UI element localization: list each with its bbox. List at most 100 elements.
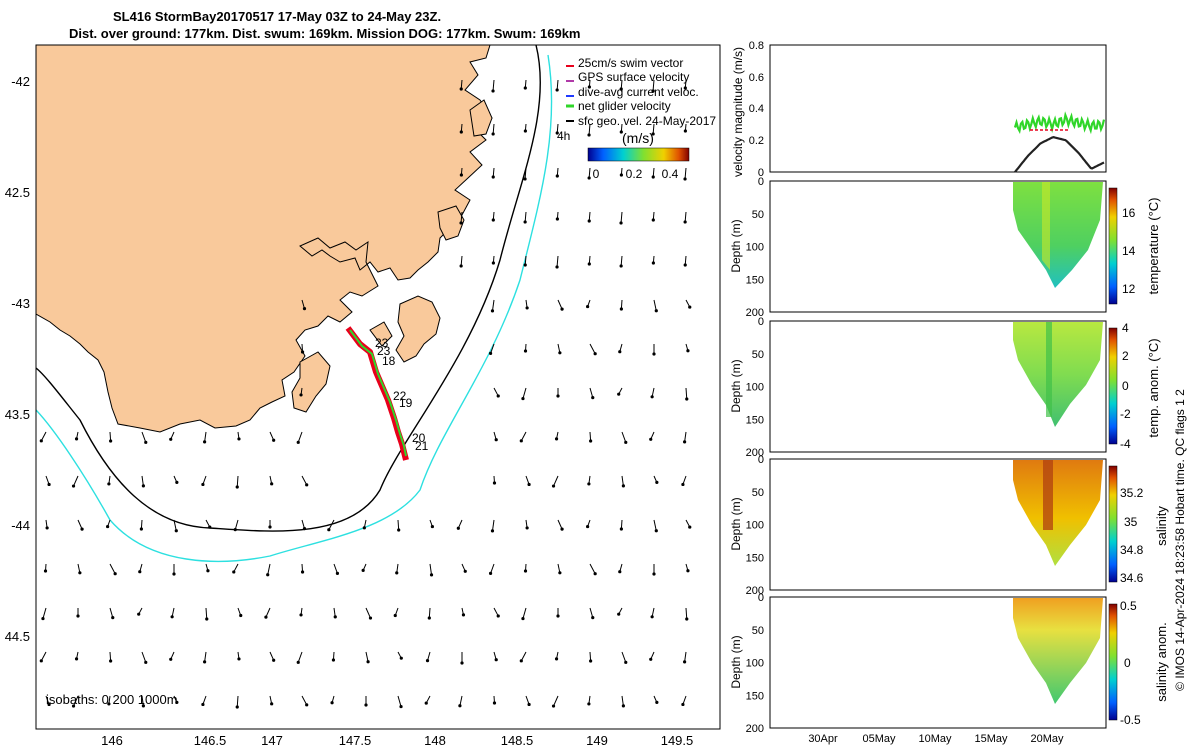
current-vector-arrow [587, 211, 591, 223]
velocity-ytick: 0 [758, 167, 764, 179]
current-vector-arrow [523, 79, 527, 90]
depth-ylabel: Depth (m) [729, 219, 743, 272]
velocity-ylabel: velocity magnitude (m/s) [731, 47, 745, 177]
map-panel: 146 146.5 147 147.5 148 148.5 149 149.5 … [5, 44, 721, 748]
current-vector-arrow [683, 431, 687, 444]
track-label: 19 [399, 396, 413, 410]
footer-credit: © IMOS 14-Apr-2024 18:23:58 Hobart time.… [1173, 389, 1187, 691]
map-xtick: 148 [424, 733, 446, 748]
current-vector-arrow [555, 255, 559, 269]
temperature-cbar-label: temperature (°C) [1146, 198, 1161, 295]
current-vector-arrow [619, 519, 623, 531]
current-vector-arrow [74, 651, 79, 661]
salinity-cbar-tick: 35.2 [1120, 486, 1144, 500]
geostrophic-velocity-line [1014, 136, 1105, 173]
current-vector-arrow [523, 563, 528, 573]
current-vector-arrow [619, 79, 623, 91]
depth-ytick: 200 [746, 585, 764, 597]
current-vector-arrow [653, 519, 658, 533]
current-vector-arrow [651, 123, 655, 136]
time-xtick: 05May [862, 733, 896, 745]
map-ytick: 44.5 [5, 629, 30, 644]
current-vector-arrow [106, 519, 111, 529]
current-vector-arrow [141, 651, 148, 664]
current-vector-arrow [491, 167, 495, 179]
current-vector-arrow [365, 607, 373, 620]
current-vector-arrow [264, 607, 271, 619]
depth-ytick: 100 [746, 658, 764, 670]
map-legend: 25cm/s swim vector GPS surface velocity … [46, 56, 716, 707]
isobath-200m [36, 45, 542, 532]
current-vector-arrow [459, 211, 463, 225]
current-vector-arrow [330, 695, 335, 705]
current-vector-arrow [301, 695, 309, 707]
depth-ytick: 0 [758, 316, 764, 328]
chart-title-line1: SL416 StormBay20170517 17-May 03Z to 24-… [113, 9, 442, 24]
current-vector-arrow [651, 211, 655, 222]
current-vector-arrow [653, 299, 658, 313]
current-vector-arrow [138, 563, 143, 574]
depth-ytick: 150 [746, 414, 764, 426]
depth-ylabel: Depth (m) [729, 359, 743, 412]
current-vector-arrow [397, 519, 401, 532]
temperature-cbar-tick: 14 [1122, 244, 1136, 258]
current-vector-arrow [109, 563, 117, 576]
current-vector-arrow [557, 299, 564, 311]
current-vector-arrow [425, 651, 431, 663]
current-vector-arrow [268, 520, 272, 529]
chart-title-line2: Dist. over ground: 177km. Dist. swum: 16… [69, 26, 581, 41]
current-vector-arrow [300, 343, 305, 354]
current-vector-arrow [491, 211, 495, 222]
salinity-cbar-tick: 34.8 [1120, 543, 1144, 557]
depth-ytick: 200 [746, 447, 764, 459]
current-vector-arrow [43, 563, 48, 573]
current-vector-arrow [493, 387, 500, 398]
current-vector-arrow [589, 607, 595, 620]
current-vector-arrow [523, 167, 527, 181]
current-vector-arrow [301, 475, 309, 487]
current-vector-arrow [395, 563, 399, 575]
current-vector-arrow [587, 475, 591, 486]
current-vector-arrow [681, 475, 687, 487]
glider-track-net [349, 329, 407, 457]
current-vector-arrow [139, 519, 143, 531]
current-vector-arrow [74, 431, 79, 441]
timeseries-panels: 0 0.2 0.4 0.6 0.8 velocity magnitude (m/… [729, 40, 1187, 745]
temperature-cbar-tick: 16 [1122, 206, 1136, 220]
current-vector-arrow [683, 651, 687, 664]
current-vector-arrow [551, 695, 559, 708]
salinity-anom-section [1013, 598, 1103, 704]
map-xtick: 147 [261, 733, 283, 748]
current-vector-arrow [519, 431, 527, 443]
salinity-section [1013, 460, 1103, 566]
depth-ylabel: Depth (m) [729, 497, 743, 550]
current-vector-arrow [525, 299, 529, 310]
current-vector-arrow [555, 167, 559, 178]
current-vector-arrow [523, 211, 527, 224]
current-vector-arrow [71, 695, 79, 708]
current-vector-arrow [362, 519, 367, 530]
current-vector-arrow [649, 431, 655, 441]
current-vector-arrow [301, 299, 307, 311]
temperature-colorbar [1108, 187, 1118, 305]
map-xtick: 147.5 [339, 733, 372, 748]
current-vector-arrow [173, 475, 179, 484]
current-vector-arrow [525, 475, 531, 487]
current-vector-arrow [589, 563, 597, 576]
current-vector-arrow [269, 475, 274, 486]
current-vector-arrow [361, 563, 367, 572]
current-vector-arrow [619, 299, 623, 311]
current-vector-arrow [296, 431, 303, 444]
legend-sfc-geo-vel: sfc geo. vel. 24-May-2017 [578, 114, 716, 128]
salinity-cbar-tick: 34.6 [1120, 571, 1144, 585]
current-vector-arrow [651, 167, 655, 179]
current-vector-arrow [488, 563, 495, 575]
current-vector-arrow [617, 387, 623, 396]
temp-anom-cbar-label: temp. anom. (°C) [1146, 338, 1161, 437]
current-vector-arrow [71, 475, 79, 488]
current-vector-arrow [39, 651, 47, 663]
current-vector-arrow [617, 607, 623, 616]
current-vector-arrow [269, 651, 276, 662]
current-vector-arrow [556, 608, 560, 618]
